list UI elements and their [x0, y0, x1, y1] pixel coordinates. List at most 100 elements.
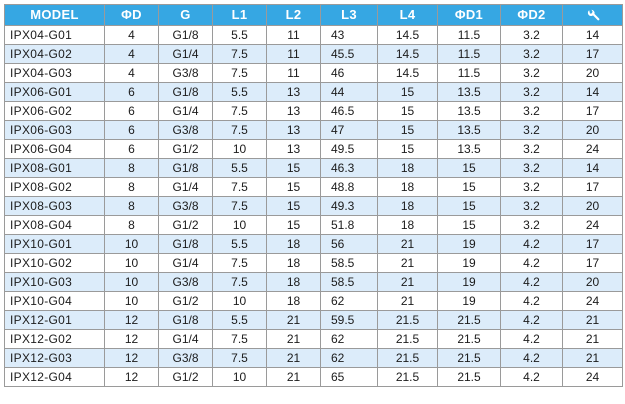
cell-wrench-size: 17 — [562, 101, 623, 121]
table-row: IPX12-G02 12 G1/4 7.5 21 62 21.5 21.5 4.2 21 — [4, 329, 623, 349]
cell-diameter-d: 4 — [104, 63, 159, 83]
cell-thread-g: G1/4 — [158, 101, 213, 121]
cell-diameter-d1: 19 — [437, 272, 501, 292]
cell-diameter-d1: 13.5 — [437, 139, 501, 159]
cell-wrench-size: 21 — [562, 329, 623, 349]
cell-l3: 62 — [320, 348, 378, 368]
cell-l3: 46 — [320, 63, 378, 83]
cell-diameter-d2: 3.2 — [500, 25, 563, 45]
cell-thread-g: G3/8 — [158, 348, 213, 368]
cell-l2: 18 — [266, 253, 321, 273]
table-row: IPX10-G03 10 G3/8 7.5 18 58.5 21 19 4.2 20 — [4, 272, 623, 292]
cell-l2: 21 — [266, 329, 321, 349]
cell-l2: 13 — [266, 120, 321, 140]
cell-l4: 14.5 — [377, 44, 438, 64]
cell-l4: 15 — [377, 101, 438, 121]
header-diameter-d1: ΦD1 — [437, 4, 501, 26]
cell-diameter-d: 10 — [104, 253, 159, 273]
cell-l4: 21 — [377, 272, 438, 292]
cell-model: IPX12-G02 — [4, 329, 105, 349]
cell-l3: 58.5 — [320, 253, 378, 273]
cell-thread-g: G3/8 — [158, 120, 213, 140]
cell-l2: 18 — [266, 234, 321, 254]
cell-l1: 5.5 — [212, 25, 267, 45]
cell-diameter-d2: 4.2 — [500, 272, 563, 292]
cell-diameter-d1: 11.5 — [437, 63, 501, 83]
cell-l1: 7.5 — [212, 44, 267, 64]
cell-diameter-d: 12 — [104, 310, 159, 330]
cell-model: IPX04-G02 — [4, 44, 105, 64]
cell-thread-g: G1/8 — [158, 82, 213, 102]
cell-diameter-d2: 4.2 — [500, 367, 563, 387]
cell-diameter-d1: 21.5 — [437, 310, 501, 330]
header-thread-g: G — [158, 4, 213, 26]
cell-diameter-d2: 3.2 — [500, 158, 563, 178]
cell-thread-g: G1/2 — [158, 139, 213, 159]
cell-diameter-d: 12 — [104, 329, 159, 349]
cell-diameter-d1: 13.5 — [437, 82, 501, 102]
cell-diameter-d2: 3.2 — [500, 120, 563, 140]
cell-wrench-size: 24 — [562, 367, 623, 387]
cell-model: IPX04-G03 — [4, 63, 105, 83]
table-row: IPX06-G03 6 G3/8 7.5 13 47 15 13.5 3.2 20 — [4, 120, 623, 140]
cell-l3: 45.5 — [320, 44, 378, 64]
cell-l2: 15 — [266, 177, 321, 197]
cell-wrench-size: 24 — [562, 139, 623, 159]
cell-l2: 11 — [266, 25, 321, 45]
cell-thread-g: G3/8 — [158, 272, 213, 292]
cell-diameter-d1: 15 — [437, 158, 501, 178]
cell-l3: 46.5 — [320, 101, 378, 121]
cell-l3: 59.5 — [320, 310, 378, 330]
cell-diameter-d2: 3.2 — [500, 177, 563, 197]
cell-diameter-d: 10 — [104, 234, 159, 254]
cell-l1: 5.5 — [212, 82, 267, 102]
cell-l3: 49.3 — [320, 196, 378, 216]
cell-model: IPX10-G01 — [4, 234, 105, 254]
cell-model: IPX08-G03 — [4, 196, 105, 216]
cell-diameter-d2: 3.2 — [500, 196, 563, 216]
cell-l2: 18 — [266, 272, 321, 292]
cell-diameter-d1: 15 — [437, 177, 501, 197]
table-row: IPX12-G03 12 G3/8 7.5 21 62 21.5 21.5 4.2 21 — [4, 348, 623, 368]
cell-diameter-d: 12 — [104, 348, 159, 368]
cell-diameter-d: 4 — [104, 25, 159, 45]
cell-thread-g: G1/2 — [158, 215, 213, 235]
cell-l4: 21.5 — [377, 348, 438, 368]
cell-l4: 21.5 — [377, 367, 438, 387]
table-row: IPX10-G04 10 G1/2 10 18 62 21 19 4.2 24 — [4, 291, 623, 311]
cell-l4: 21 — [377, 253, 438, 273]
table-row: IPX08-G04 8 G1/2 10 15 51.8 18 15 3.2 24 — [4, 215, 623, 235]
cell-l1: 7.5 — [212, 253, 267, 273]
cell-l3: 44 — [320, 82, 378, 102]
cell-diameter-d: 6 — [104, 120, 159, 140]
cell-diameter-d: 6 — [104, 101, 159, 121]
cell-l1: 5.5 — [212, 310, 267, 330]
cell-l4: 15 — [377, 82, 438, 102]
cell-wrench-size: 20 — [562, 120, 623, 140]
cell-l2: 11 — [266, 44, 321, 64]
cell-l4: 18 — [377, 196, 438, 216]
cell-diameter-d2: 3.2 — [500, 101, 563, 121]
cell-diameter-d1: 21.5 — [437, 348, 501, 368]
cell-l1: 10 — [212, 367, 267, 387]
cell-l2: 13 — [266, 101, 321, 121]
header-wrench — [562, 4, 623, 26]
header-model: MODEL — [4, 4, 105, 26]
cell-l3: 56 — [320, 234, 378, 254]
cell-l2: 15 — [266, 196, 321, 216]
cell-thread-g: G1/4 — [158, 253, 213, 273]
cell-l4: 15 — [377, 120, 438, 140]
cell-model: IPX08-G01 — [4, 158, 105, 178]
cell-l4: 21 — [377, 291, 438, 311]
spec-table-body: IPX04-G01 4 G1/8 5.5 11 43 14.5 11.5 3.2 14 IPX04-… — [4, 25, 623, 387]
table-row: IPX04-G02 4 G1/4 7.5 11 45.5 14.5 11.5 3.2 17 — [4, 44, 623, 64]
cell-thread-g: G1/8 — [158, 310, 213, 330]
cell-model: IPX04-G01 — [4, 25, 105, 45]
cell-diameter-d: 8 — [104, 215, 159, 235]
cell-diameter-d2: 4.2 — [500, 253, 563, 273]
cell-wrench-size: 20 — [562, 63, 623, 83]
cell-thread-g: G1/8 — [158, 25, 213, 45]
table-row: IPX10-G01 10 G1/8 5.5 18 56 21 19 4.2 17 — [4, 234, 623, 254]
cell-thread-g: G1/8 — [158, 234, 213, 254]
cell-diameter-d2: 4.2 — [500, 291, 563, 311]
